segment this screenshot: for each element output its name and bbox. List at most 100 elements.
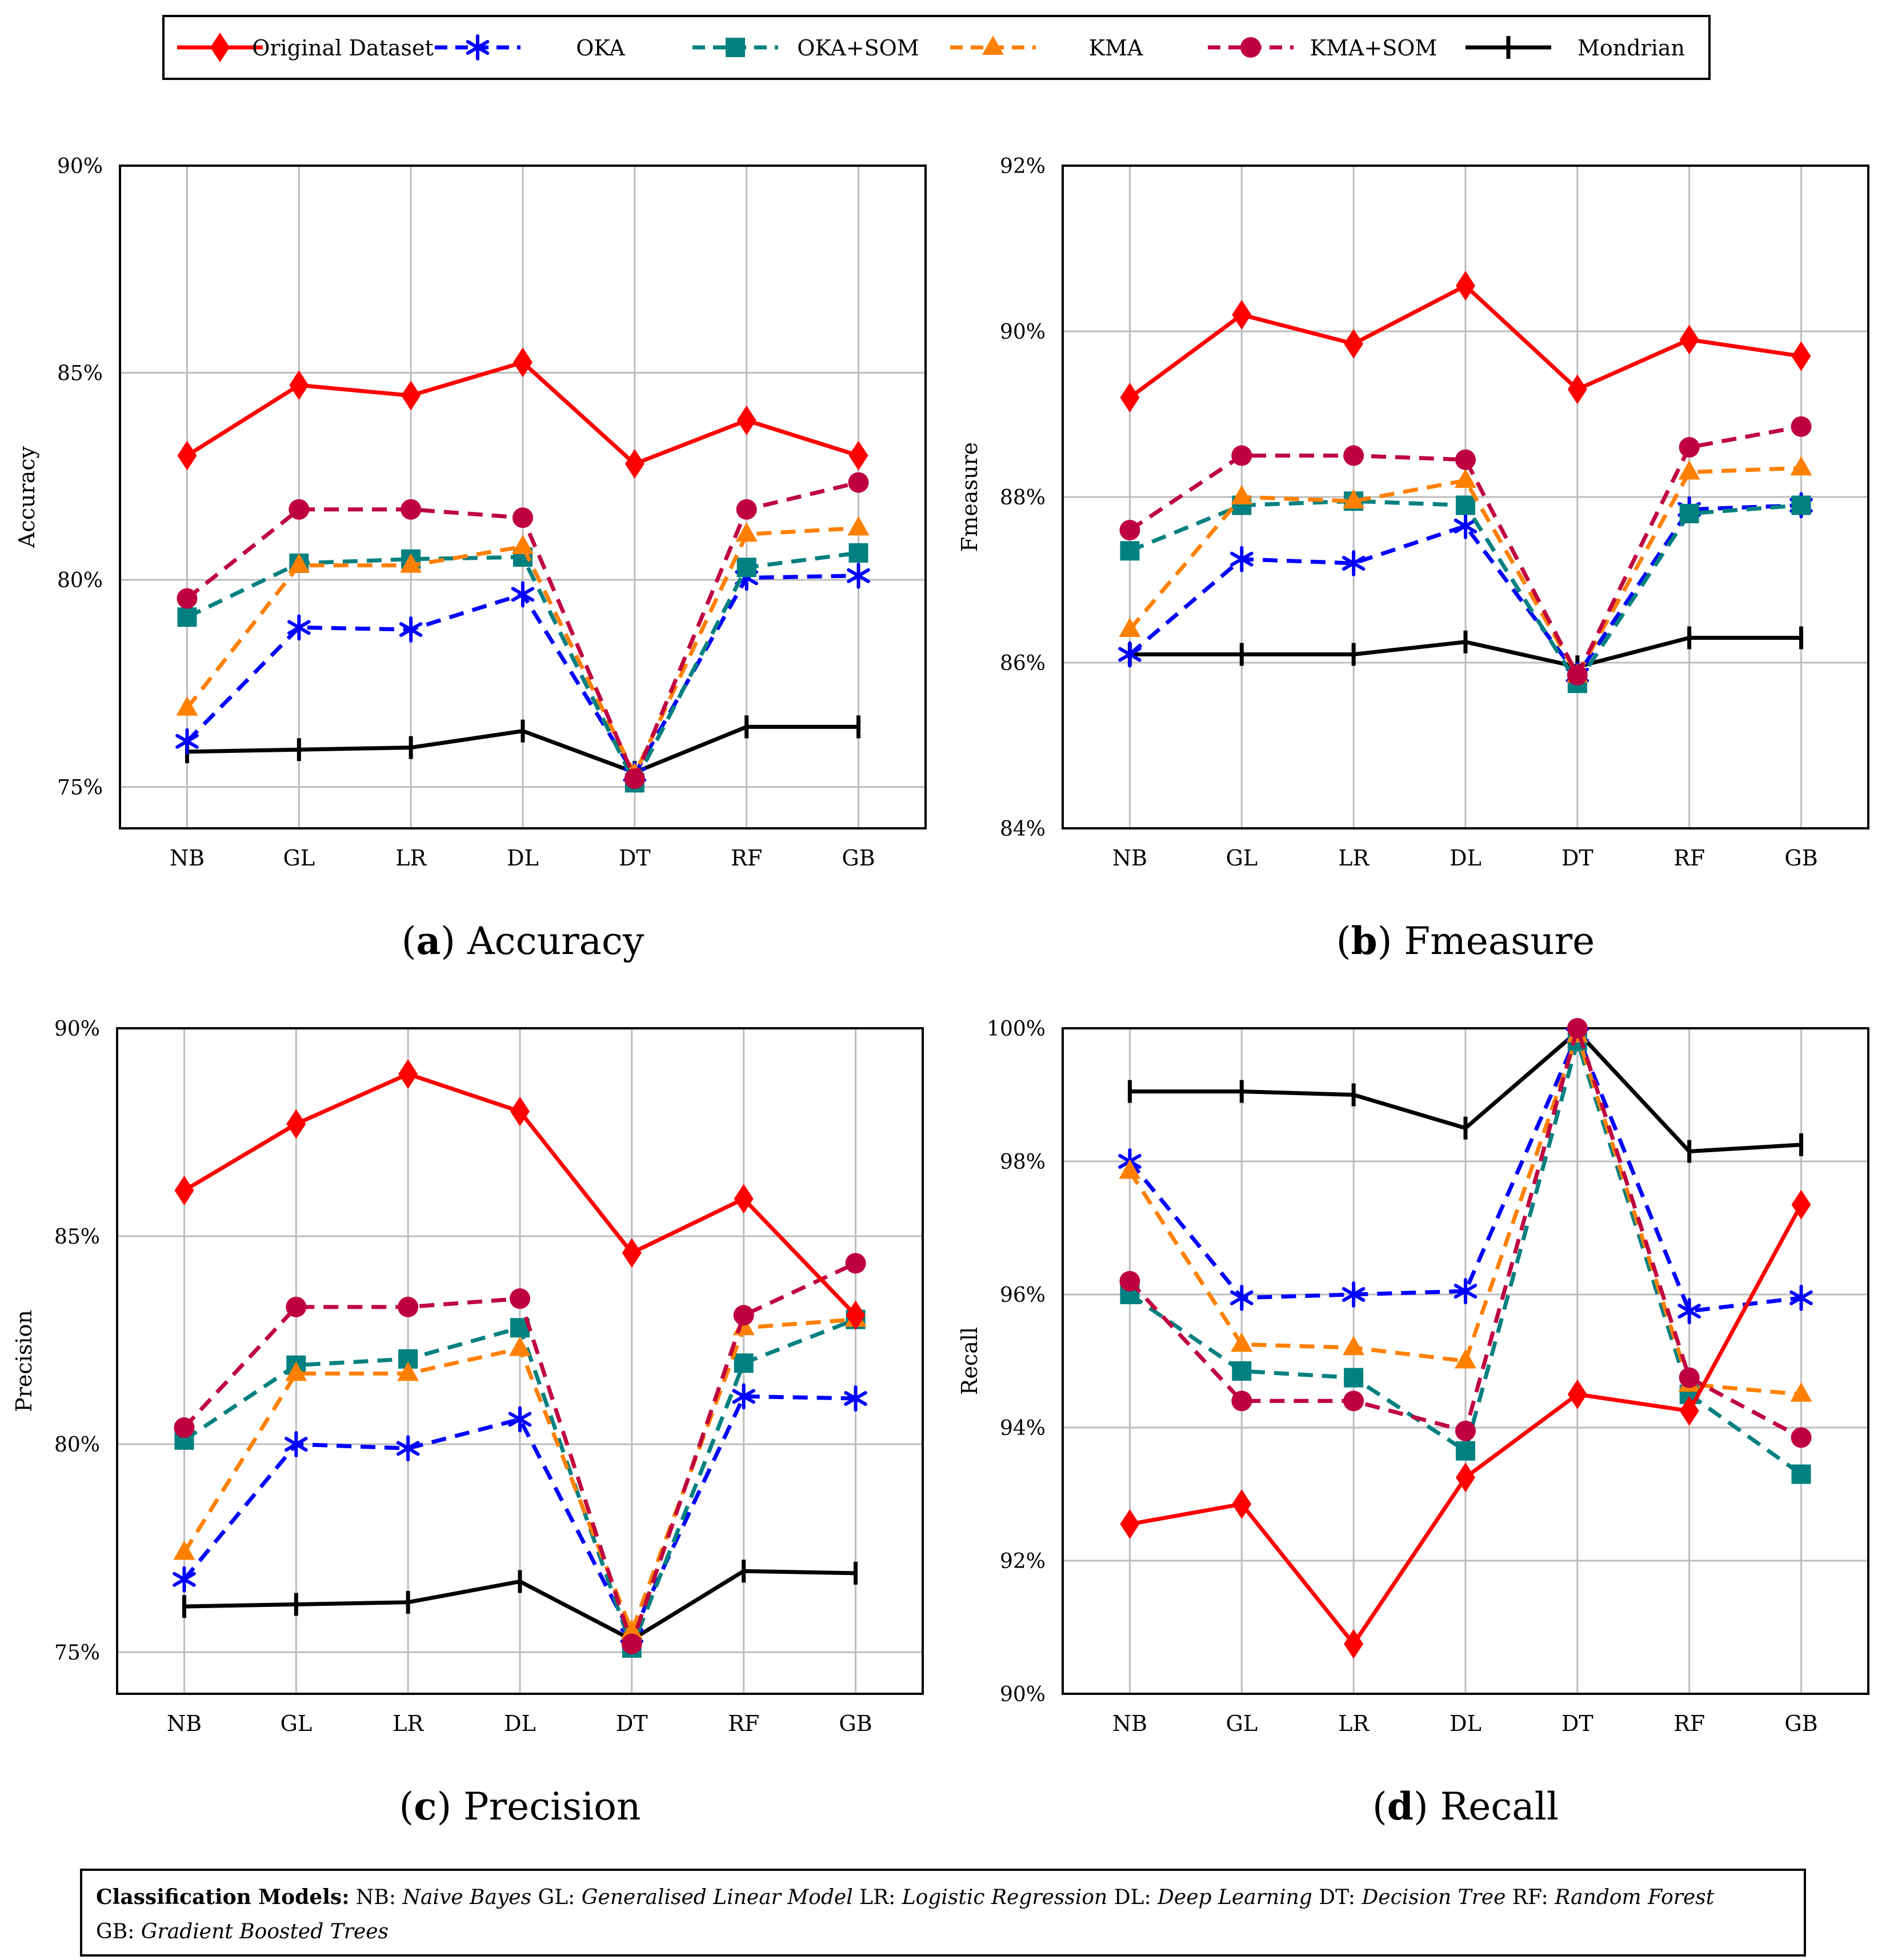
x-tick-label: GL xyxy=(1226,845,1258,871)
series-kma xyxy=(176,516,870,782)
data-point xyxy=(1567,1379,1587,1409)
data-point xyxy=(1231,1390,1252,1412)
data-point xyxy=(1791,1189,1811,1220)
data-point xyxy=(400,553,422,573)
plot-frame xyxy=(116,1027,924,1695)
data-point xyxy=(174,1175,194,1205)
y-tick-label: 75% xyxy=(57,776,103,800)
footnote-box xyxy=(80,1869,1806,1957)
data-point xyxy=(177,607,197,627)
data-point xyxy=(848,440,868,471)
footnote-line-1: Classification Models: NB: Naive Bayes G… xyxy=(96,1885,1715,1909)
panel-caption: (c) Precision xyxy=(399,1784,641,1829)
data-point xyxy=(1455,468,1476,488)
plot-frame xyxy=(1062,165,1869,829)
y-tick-label: 96% xyxy=(1000,1284,1046,1307)
y-tick-label: 75% xyxy=(54,1641,100,1665)
legend-label: OKA+SOM xyxy=(797,35,919,61)
y-tick-label: 100% xyxy=(987,1017,1046,1041)
chart-panel-b: 84% 86% 88% 90% 92% NB GL LR DL DT RF GB Fmeasure (b)… xyxy=(957,155,1869,963)
data-point xyxy=(177,440,197,471)
series-kma-som xyxy=(1119,416,1812,686)
data-point xyxy=(512,535,534,554)
data-point xyxy=(286,1296,307,1317)
data-point xyxy=(174,1417,195,1438)
x-tick-label: RF xyxy=(1673,845,1705,871)
legend-item: KMA+SOM xyxy=(1208,35,1437,61)
x-tick-label: GB xyxy=(839,1711,872,1736)
data-point xyxy=(289,499,310,520)
data-point xyxy=(736,499,757,520)
chart-panel-a: 75% 80% 85% 90% NB GL LR DL DT RF GB Accuracy (a) Ac… xyxy=(14,155,927,963)
data-point xyxy=(1790,456,1812,476)
data-point xyxy=(1678,460,1700,480)
data-point xyxy=(1230,1284,1254,1311)
data-point xyxy=(1343,1390,1364,1412)
data-point xyxy=(288,553,310,573)
legend-marker-circle xyxy=(1240,37,1261,58)
data-point xyxy=(1343,1336,1365,1356)
data-point xyxy=(1679,504,1699,523)
x-tick-label: RF xyxy=(728,1711,759,1736)
x-tick-label: GL xyxy=(281,1711,313,1736)
data-point xyxy=(844,1385,867,1412)
data-point xyxy=(398,1296,419,1317)
data-point xyxy=(732,1383,756,1410)
x-tick-label: NB xyxy=(170,845,205,871)
data-point xyxy=(287,614,311,641)
data-point xyxy=(401,380,421,411)
series-mondrian xyxy=(1127,1020,1804,1163)
chart-panel-d: 90% 92% 94% 96% 98% 100% NB GL LR DL DT RF GB Recall (… xyxy=(957,1017,1869,1829)
data-point xyxy=(510,1096,530,1127)
data-point xyxy=(173,1566,196,1593)
data-point xyxy=(1677,1298,1701,1325)
data-point xyxy=(1567,1018,1588,1039)
y-tick-label: 90% xyxy=(54,1017,100,1041)
y-tick-label: 88% xyxy=(1000,486,1046,510)
data-point xyxy=(1679,1396,1699,1426)
data-point xyxy=(1791,341,1811,371)
data-point xyxy=(399,616,423,643)
x-tick-label: RF xyxy=(1673,1711,1705,1736)
data-point xyxy=(734,1353,754,1373)
y-tick-label: 80% xyxy=(54,1433,100,1457)
x-tick-label: DT xyxy=(619,845,651,871)
legend-marker-star xyxy=(466,34,490,61)
data-point xyxy=(512,507,533,528)
data-point xyxy=(1342,1281,1366,1308)
data-point xyxy=(1120,383,1140,412)
data-point xyxy=(736,558,756,578)
series-original-dataset xyxy=(177,347,868,479)
data-point xyxy=(1119,1270,1140,1292)
legend-label: Original Dataset xyxy=(252,35,434,61)
legend-marker-diamond xyxy=(210,33,230,62)
data-point xyxy=(285,1361,307,1381)
data-point xyxy=(508,1406,532,1433)
data-point xyxy=(1230,546,1254,572)
data-point xyxy=(735,522,758,542)
data-point xyxy=(289,370,309,400)
y-tick-label: 90% xyxy=(1000,320,1046,344)
data-point xyxy=(176,696,198,716)
y-axis-label: Recall xyxy=(957,1327,982,1395)
data-point xyxy=(736,405,756,435)
data-point xyxy=(396,1435,420,1462)
y-tick-label: 80% xyxy=(57,569,103,592)
data-point xyxy=(1790,1382,1812,1402)
data-point xyxy=(401,499,422,520)
data-point xyxy=(1344,1629,1364,1659)
data-point xyxy=(1567,374,1587,404)
series-kma-som xyxy=(1119,1018,1812,1448)
footnote-line-2: GB: Gradient Boosted Trees xyxy=(96,1920,389,1943)
legend-label: KMA xyxy=(1089,35,1143,61)
y-tick-label: 84% xyxy=(1000,817,1046,841)
legend-label: OKA xyxy=(576,35,625,61)
x-tick-label: DT xyxy=(1561,1711,1593,1736)
data-point xyxy=(286,1109,306,1139)
y-tick-label: 92% xyxy=(1000,1550,1046,1573)
legend-marker-square xyxy=(726,38,745,57)
x-tick-label: DL xyxy=(1449,1711,1481,1736)
data-point xyxy=(1232,300,1252,330)
data-point xyxy=(1679,324,1699,355)
